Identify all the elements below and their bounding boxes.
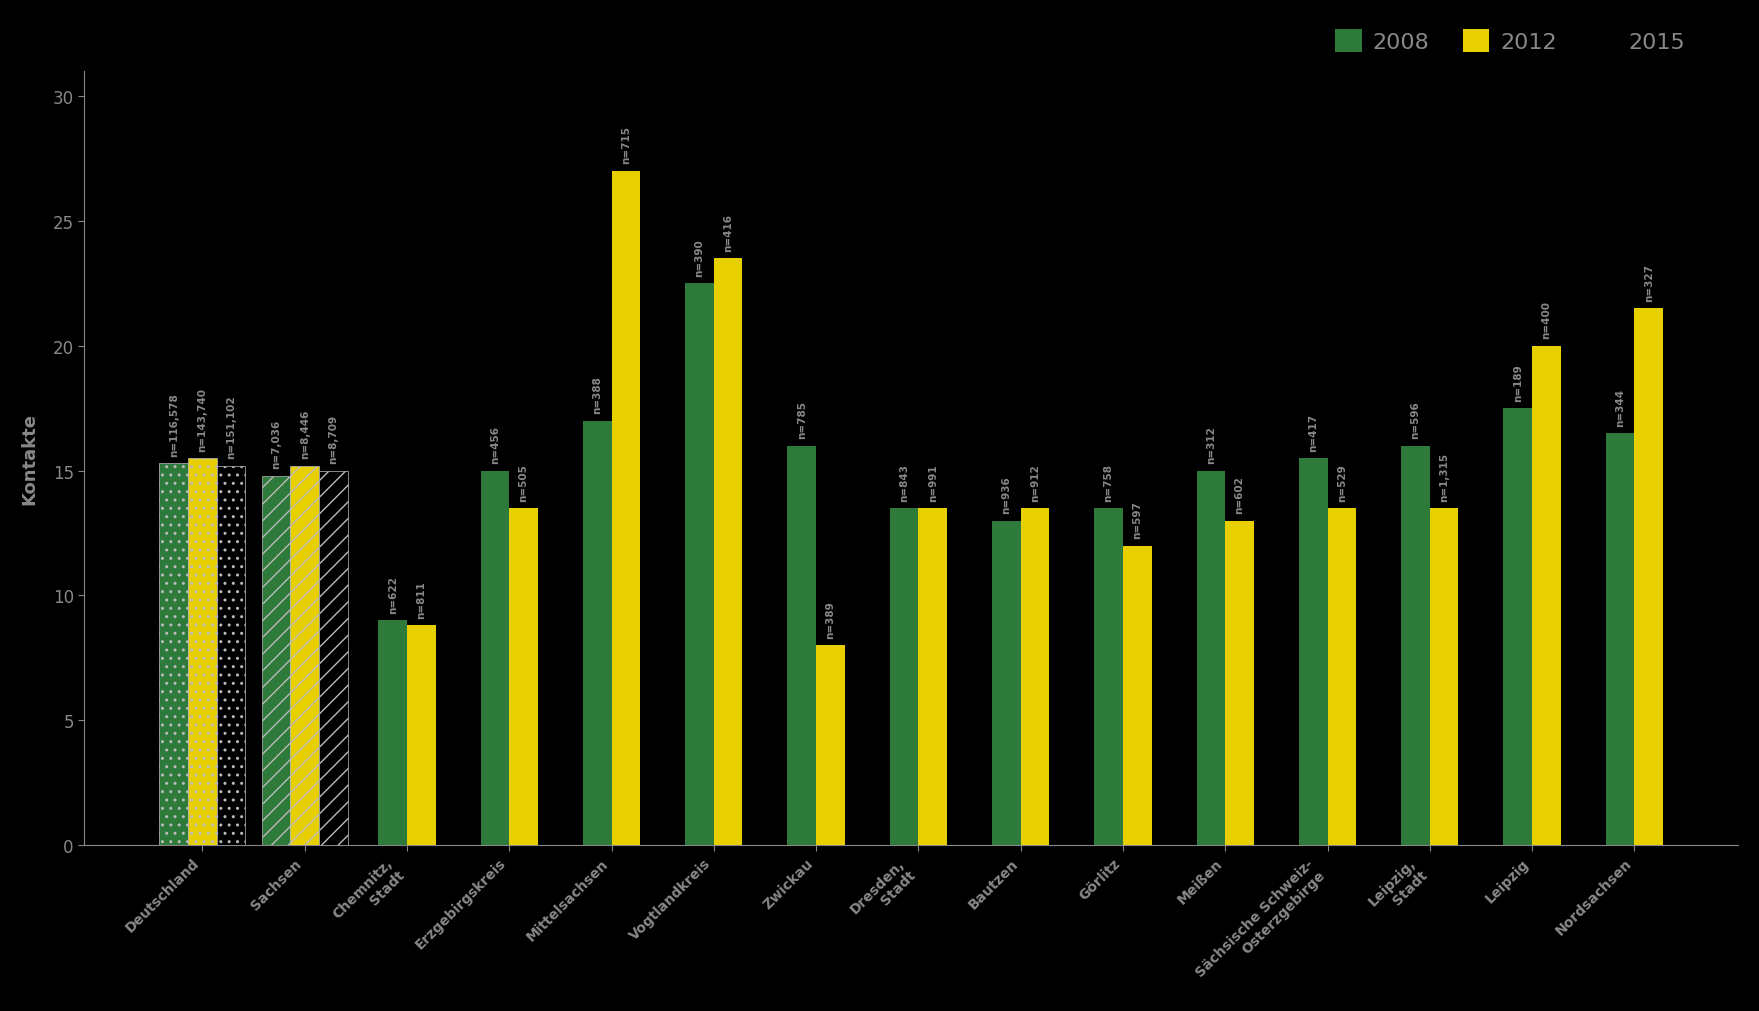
- Bar: [1020, 509, 1050, 845]
- Bar: [890, 509, 918, 845]
- Text: n=116,578: n=116,578: [169, 392, 179, 456]
- Bar: [406, 626, 436, 845]
- Text: n=151,102: n=151,102: [227, 395, 236, 459]
- Bar: [612, 172, 640, 845]
- Text: n=602: n=602: [1235, 476, 1245, 514]
- Bar: [290, 466, 318, 845]
- Bar: [378, 621, 406, 845]
- Text: n=8,709: n=8,709: [329, 415, 338, 464]
- Bar: [160, 464, 188, 845]
- Text: n=715: n=715: [621, 126, 631, 165]
- Text: n=388: n=388: [593, 376, 602, 413]
- Legend: 2008, 2012, 2015: 2008, 2012, 2015: [1326, 21, 1694, 62]
- Text: n=417: n=417: [1309, 413, 1317, 451]
- Text: n=312: n=312: [1207, 426, 1215, 464]
- Bar: [510, 509, 538, 845]
- Bar: [1328, 509, 1356, 845]
- Text: n=143,740: n=143,740: [197, 387, 208, 451]
- Bar: [188, 459, 216, 845]
- Bar: [1532, 347, 1560, 845]
- Text: n=991: n=991: [927, 463, 938, 501]
- Text: n=529: n=529: [1337, 463, 1347, 501]
- Bar: [262, 476, 290, 845]
- Text: n=416: n=416: [723, 213, 734, 252]
- Text: n=390: n=390: [695, 239, 705, 277]
- Text: n=8,446: n=8,446: [299, 409, 310, 459]
- Text: n=597: n=597: [1133, 500, 1142, 539]
- Text: n=505: n=505: [519, 463, 528, 501]
- Bar: [1122, 546, 1152, 845]
- Bar: [1430, 509, 1458, 845]
- Text: n=843: n=843: [899, 463, 909, 501]
- Bar: [1298, 459, 1328, 845]
- Bar: [480, 471, 510, 845]
- Text: n=936: n=936: [1001, 476, 1011, 514]
- Text: n=622: n=622: [387, 575, 398, 614]
- Text: n=456: n=456: [491, 426, 500, 464]
- Text: n=389: n=389: [825, 601, 836, 638]
- Bar: [1504, 408, 1532, 845]
- Bar: [1094, 509, 1122, 845]
- Bar: [1226, 521, 1254, 845]
- Bar: [1196, 471, 1226, 845]
- Text: n=400: n=400: [1541, 301, 1551, 339]
- Bar: [1634, 309, 1662, 845]
- Bar: [318, 471, 348, 845]
- Text: n=344: n=344: [1615, 388, 1625, 427]
- Text: n=7,036: n=7,036: [271, 420, 281, 469]
- Bar: [582, 422, 612, 845]
- Bar: [788, 446, 816, 845]
- Bar: [1606, 434, 1634, 845]
- Text: n=811: n=811: [417, 580, 426, 619]
- Text: n=785: n=785: [797, 400, 807, 439]
- Bar: [816, 646, 844, 845]
- Bar: [992, 521, 1020, 845]
- Bar: [216, 466, 245, 845]
- Bar: [686, 284, 714, 845]
- Text: n=1,315: n=1,315: [1439, 452, 1449, 501]
- Text: n=758: n=758: [1103, 463, 1113, 501]
- Text: n=912: n=912: [1031, 463, 1040, 501]
- Text: n=189: n=189: [1513, 364, 1523, 401]
- Bar: [1402, 446, 1430, 845]
- Text: n=327: n=327: [1643, 264, 1653, 301]
- Text: n=596: n=596: [1411, 401, 1421, 439]
- Bar: [714, 259, 742, 845]
- Bar: [918, 509, 946, 845]
- Y-axis label: Kontakte: Kontakte: [21, 412, 39, 504]
